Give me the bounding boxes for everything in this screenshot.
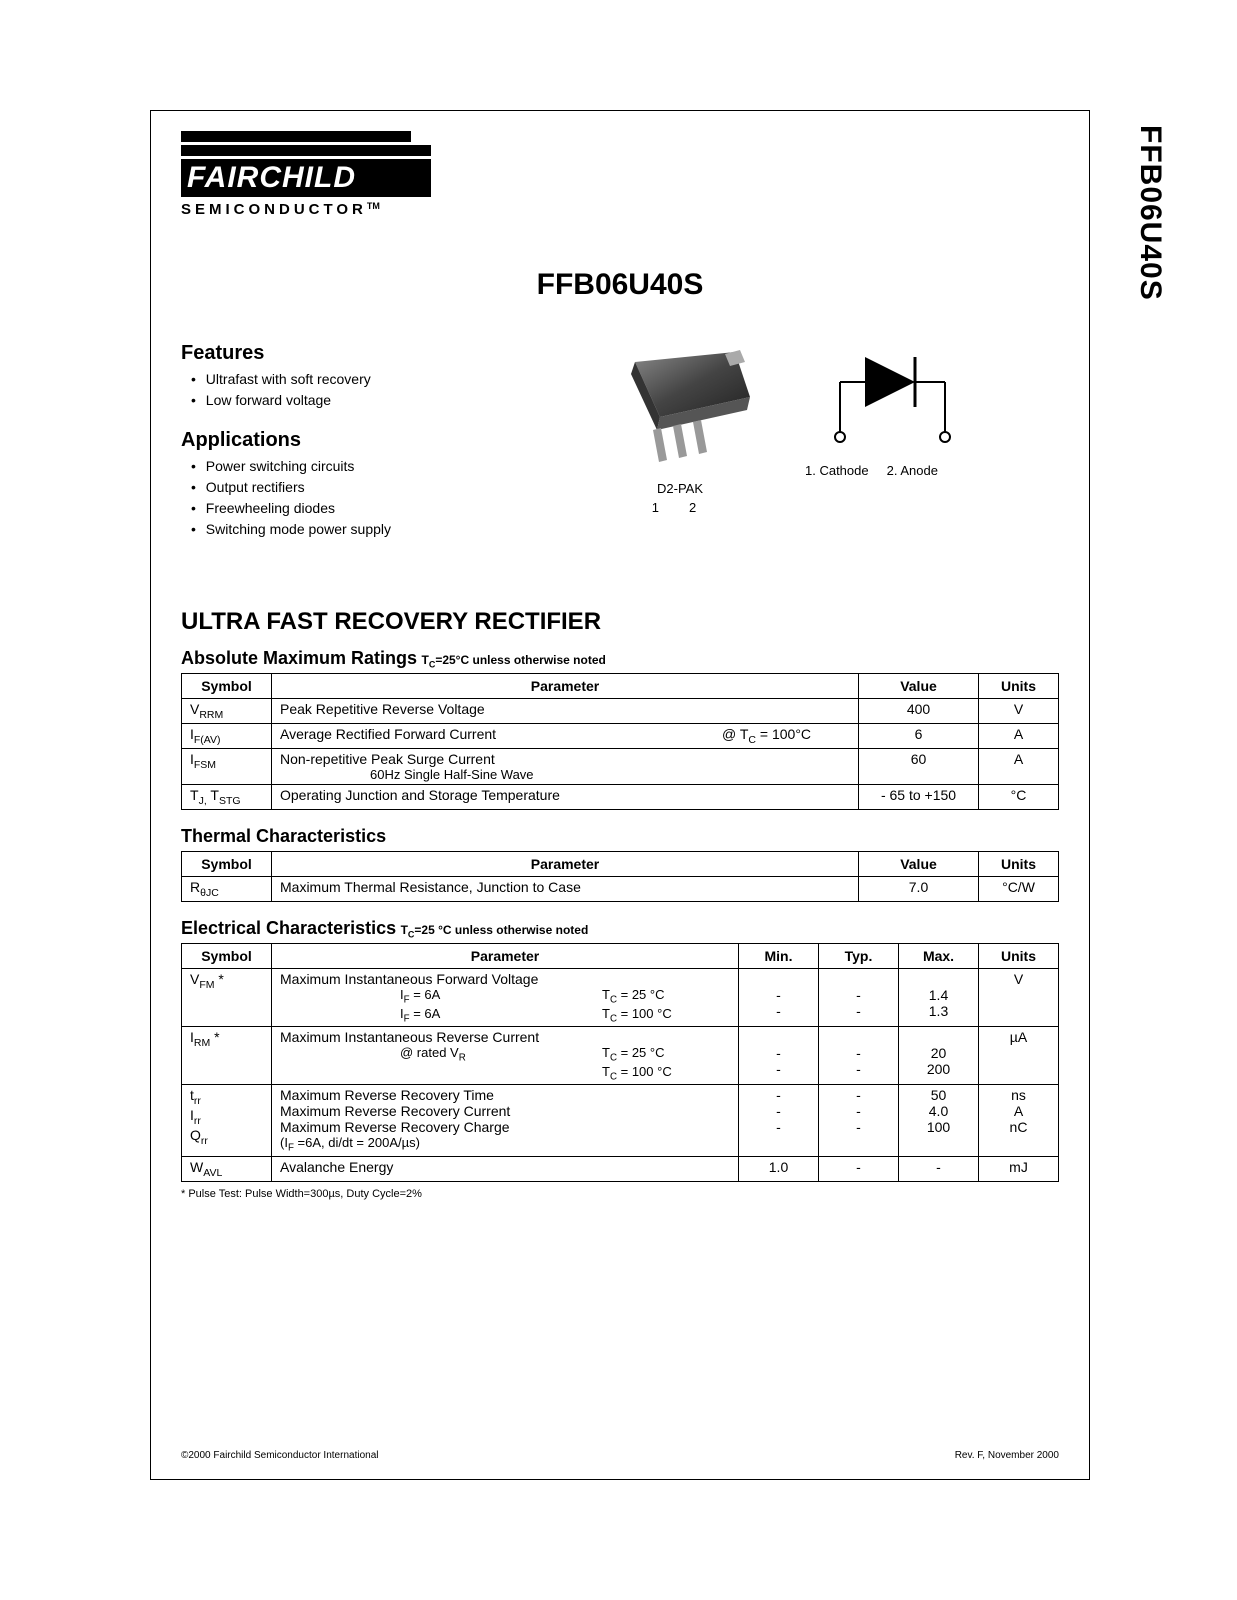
abs-max-heading: Absolute Maximum Ratings TC=25°C unless … <box>181 648 1059 669</box>
th-symbol: Symbol <box>182 674 272 699</box>
thermal-heading: Thermal Characteristics <box>181 826 1059 847</box>
th-max: Max. <box>899 943 979 968</box>
vertical-part-number: FFB06U40S <box>1133 125 1167 301</box>
table-header-row: Symbol Parameter Value Units <box>182 851 1059 876</box>
applications-list: Power switching circuits Output rectifie… <box>181 456 501 540</box>
logo-sub-text: SEMICONDUCTORTM <box>181 201 1059 218</box>
electrical-table: Symbol Parameter Min. Typ. Max. Units VF… <box>181 943 1059 1182</box>
application-item: Freewheeling diodes <box>181 498 501 519</box>
application-item: Power switching circuits <box>181 456 501 477</box>
table-header-row: Symbol Parameter Value Units <box>182 674 1059 699</box>
table-header-row: Symbol Parameter Min. Typ. Max. Units <box>182 943 1059 968</box>
electrical-footnote: * Pulse Test: Pulse Width=300µs, Duty Cy… <box>181 1188 1059 1200</box>
feature-item: Ultrafast with soft recovery <box>181 369 501 390</box>
th-symbol: Symbol <box>182 943 272 968</box>
image-column: D2-PAK 12 <box>521 342 1059 558</box>
feature-item: Low forward voltage <box>181 390 501 411</box>
package-drawing: D2-PAK 12 <box>595 342 765 515</box>
features-heading: Features <box>181 342 501 365</box>
package-label: D2-PAK <box>595 481 765 496</box>
company-logo: FAIRCHILD SEMICONDUCTORTM <box>181 131 1059 218</box>
text-column: Features Ultrafast with soft recovery Lo… <box>181 342 501 558</box>
table-row: trr Irr Qrr Maximum Reverse Recovery Tim… <box>182 1085 1059 1157</box>
th-typ: Typ. <box>819 943 899 968</box>
th-symbol: Symbol <box>182 851 272 876</box>
abs-max-table: Symbol Parameter Value Units VRRM Peak R… <box>181 673 1059 809</box>
revision-text: Rev. F, November 2000 <box>955 1450 1059 1461</box>
table-row: VRRM Peak Repetitive Reverse Voltage 400… <box>182 699 1059 724</box>
th-units: Units <box>979 943 1059 968</box>
applications-heading: Applications <box>181 429 501 452</box>
th-parameter: Parameter <box>272 674 859 699</box>
table-row: IFSM Non-repetitive Peak Surge Current 6… <box>182 748 1059 784</box>
copyright-text: ©2000 Fairchild Semiconductor Internatio… <box>181 1450 378 1461</box>
table-row: IRM * Maximum Instantaneous Reverse Curr… <box>182 1027 1059 1085</box>
table-row: WAVL Avalanche Energy 1.0 - - mJ <box>182 1156 1059 1181</box>
table-row: IF(AV) Average Rectified Forward Current… <box>182 724 1059 749</box>
overview-row: Features Ultrafast with soft recovery Lo… <box>181 342 1059 558</box>
th-value: Value <box>859 851 979 876</box>
application-item: Output rectifiers <box>181 477 501 498</box>
table-row: VFM * Maximum Instantaneous Forward Volt… <box>182 968 1059 1026</box>
package-pin-numbers: 12 <box>595 500 765 515</box>
page-footer: ©2000 Fairchild Semiconductor Internatio… <box>181 1450 1059 1461</box>
table-row: TJ, TSTG Operating Junction and Storage … <box>182 784 1059 809</box>
logo-bars: FAIRCHILD <box>181 131 1059 197</box>
features-list: Ultrafast with soft recovery Low forward… <box>181 369 501 411</box>
th-value: Value <box>859 674 979 699</box>
application-item: Switching mode power supply <box>181 519 501 540</box>
th-parameter: Parameter <box>272 943 739 968</box>
table-row: RθJC Maximum Thermal Resistance, Junctio… <box>182 876 1059 901</box>
main-section-title: ULTRA FAST RECOVERY RECTIFIER <box>181 608 1059 636</box>
diode-symbol-icon <box>805 342 985 452</box>
th-parameter: Parameter <box>272 851 859 876</box>
part-title: FFB06U40S <box>181 268 1059 302</box>
page-frame: FAIRCHILD SEMICONDUCTORTM FFB06U40S Feat… <box>150 110 1090 1480</box>
diode-pin-labels: 1. Cathode2. Anode <box>805 463 985 478</box>
th-units: Units <box>979 674 1059 699</box>
thermal-table: Symbol Parameter Value Units RθJC Maximu… <box>181 851 1059 902</box>
d2pak-icon <box>595 342 765 482</box>
diode-symbol-block: 1. Cathode2. Anode <box>805 342 985 478</box>
th-min: Min. <box>739 943 819 968</box>
th-units: Units <box>979 851 1059 876</box>
logo-brand-text: FAIRCHILD <box>181 161 356 195</box>
electrical-heading: Electrical Characteristics TC=25 °C unle… <box>181 918 1059 939</box>
